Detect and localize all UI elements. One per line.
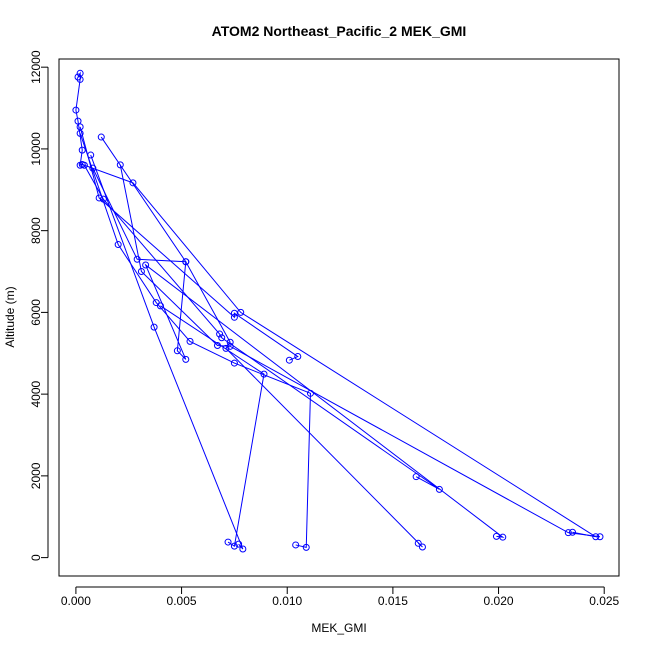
x-tick-label: 0.005 (167, 594, 197, 608)
data-point (156, 302, 164, 310)
series-9 (156, 302, 268, 550)
x-tick-label: 0.025 (589, 594, 619, 608)
data-point (222, 344, 230, 352)
data-point (150, 323, 158, 331)
data-point (235, 540, 243, 548)
y-tick-label: 0 (29, 554, 43, 561)
x-tick-label: 0.000 (61, 594, 91, 608)
data-point (97, 133, 105, 141)
y-tick-label: 10000 (29, 132, 43, 166)
series-6 (97, 133, 426, 551)
data-point (492, 532, 500, 540)
data-point (182, 258, 190, 266)
series-7 (76, 129, 314, 551)
data-point (239, 545, 247, 553)
series-line (79, 133, 311, 549)
data-point (226, 338, 234, 346)
chart-title: ATOM2 Northeast_Pacific_2 MEK_GMI (212, 23, 467, 39)
data-point (76, 123, 84, 131)
data-point (116, 161, 124, 169)
data-point (596, 533, 604, 541)
data-point (564, 529, 572, 537)
data-point (285, 356, 293, 364)
data-point (133, 255, 141, 263)
data-point (87, 151, 95, 159)
data-point (414, 539, 422, 547)
data-point (137, 268, 145, 276)
series-line (83, 165, 440, 490)
data-point (230, 313, 238, 321)
data-point (230, 542, 238, 550)
data-point (129, 179, 137, 187)
plot-area-border (58, 58, 620, 577)
y-tick-label: 4000 (29, 380, 43, 407)
data-point (230, 309, 238, 317)
series-1 (72, 69, 600, 541)
data-point (306, 389, 314, 397)
data-point (76, 129, 84, 137)
series-5 (89, 164, 507, 541)
data-point (173, 347, 181, 355)
data-point (78, 146, 86, 154)
data-point (418, 543, 426, 551)
x-tick-label: 0.015 (378, 594, 408, 608)
series-line (90, 154, 244, 550)
y-axis: 0 2000 4000 6000 8000 10000 12000 (29, 50, 49, 561)
x-tick-label: 0.020 (484, 594, 514, 608)
x-axis-label: MEK_GMI (311, 621, 366, 635)
series-layer (72, 69, 604, 553)
data-point (294, 353, 302, 361)
series-4 (80, 161, 443, 493)
y-tick-label: 2000 (29, 462, 43, 489)
data-point (114, 241, 122, 249)
data-point (76, 75, 84, 83)
data-point (292, 541, 300, 549)
x-tick-label: 0.010 (272, 594, 302, 608)
series-line (92, 167, 505, 538)
data-point (302, 543, 310, 551)
data-point (260, 370, 268, 378)
series-line (75, 71, 597, 538)
y-tick-label: 12000 (29, 50, 43, 84)
data-point (72, 106, 80, 114)
data-point (182, 355, 190, 363)
data-point (142, 261, 150, 269)
series-line (100, 136, 423, 548)
y-tick-label: 6000 (29, 299, 43, 326)
series-line (160, 305, 265, 548)
data-point (569, 528, 577, 536)
data-point (412, 473, 420, 481)
x-axis: 0.000 0.005 0.010 0.015 0.020 0.025 (61, 586, 620, 608)
series-3 (76, 123, 302, 364)
data-point (218, 334, 226, 342)
y-axis-label: Altitude (m) (3, 286, 17, 347)
series-line (119, 164, 601, 538)
data-point (216, 330, 224, 338)
data-point (80, 161, 88, 169)
series-8 (87, 151, 247, 553)
data-point (186, 337, 194, 345)
data-point (230, 359, 238, 367)
data-point (435, 485, 443, 493)
y-tick-label: 8000 (29, 217, 43, 244)
data-point (224, 538, 232, 546)
series-2 (116, 161, 604, 541)
